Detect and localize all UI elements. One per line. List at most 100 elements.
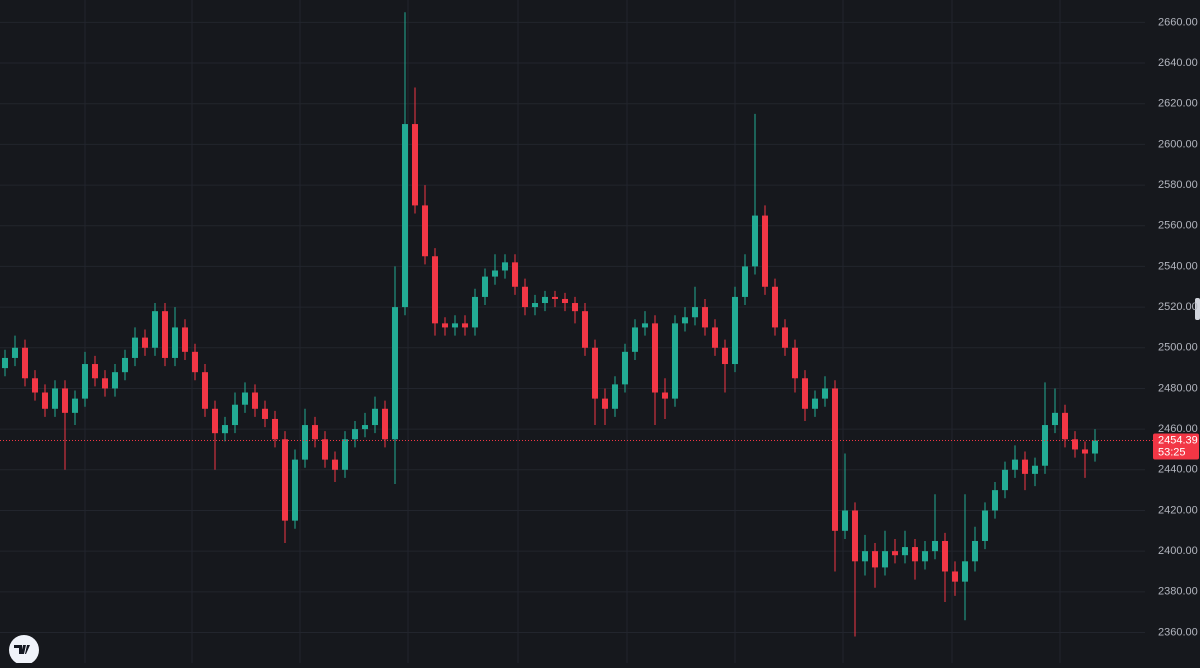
candle-body [732,296,738,365]
candle-body [882,551,888,568]
candle-body [422,205,428,257]
candle-body [42,392,48,409]
candle-body [432,256,438,324]
candle-body [552,296,558,299]
y-tick-label: 2420.00 [1158,504,1198,516]
candle-body [172,327,178,358]
candle-body [392,307,398,440]
candle-body [932,540,938,552]
candle-body [762,215,768,287]
time-grid [84,0,1061,663]
candle-body [822,388,828,399]
candle-body [532,303,538,308]
candle-body [382,408,388,440]
candle-body [512,262,518,287]
candle-body [702,307,708,328]
candle-body [572,303,578,312]
candle-body [1002,469,1008,491]
candle-body [1082,449,1088,454]
candle-body [972,540,978,562]
candle-body [462,323,468,328]
candle-body [812,398,818,409]
candle-body [602,398,608,409]
candle-body [452,323,458,328]
candle-body [72,398,78,413]
candle-body [862,551,868,562]
candle-body [222,425,228,434]
candle-body [302,425,308,460]
candle-body [1072,439,1078,450]
candle-body [982,510,988,541]
candle-body [792,347,798,379]
candle-body [682,317,688,324]
candle-body [142,337,148,348]
candle-body [402,124,408,308]
candle-body [782,327,788,348]
candle-body [692,307,698,318]
y-tick-label: 2620.00 [1158,98,1198,110]
candle-body [1032,465,1038,474]
y-tick-label: 2500.00 [1158,342,1198,354]
candle-body [122,357,128,373]
candle-body [102,378,108,389]
candle-body [622,351,628,385]
candle-body [192,351,198,373]
tv-logo[interactable] [9,635,39,665]
candle-body [842,510,848,531]
candle-body [742,266,748,297]
candle-body [522,286,528,308]
candle-body [2,357,8,369]
candle-body [582,311,588,348]
candle-body [632,327,638,352]
candle-body [32,378,38,393]
candle-body [542,296,548,304]
y-tick-label: 2460.00 [1158,423,1198,435]
candle-body [152,311,158,348]
y-tick-label: 2540.00 [1158,260,1198,272]
candle-body [672,323,678,399]
y-tick-label: 2360.00 [1158,626,1198,638]
candle-body [342,439,348,470]
candle-body [252,392,258,409]
candle-body [442,323,448,328]
candle-body [1012,459,1018,470]
candle-body [952,571,958,582]
y-tick-label: 2580.00 [1158,179,1198,191]
candle-body [272,418,278,440]
candle-body [962,561,968,582]
candle-body [992,490,998,511]
candle-body [202,372,208,409]
candle-body [832,388,838,531]
candle-body [182,327,188,352]
candle-body [212,408,218,434]
y-tick-label: 2480.00 [1158,382,1198,394]
candle-body [642,323,648,328]
scale-handle[interactable] [1195,298,1200,320]
candle-body [492,270,498,277]
candle-body [292,459,298,521]
candle-body [652,323,658,393]
y-tick-label: 2520.00 [1158,301,1198,313]
y-tick-label: 2660.00 [1158,16,1198,28]
candle-body [1022,459,1028,474]
candle-body [852,510,858,562]
candle-body [1092,440,1098,454]
candle-body [722,347,728,365]
candle-body [352,429,358,440]
candle-body [912,547,918,562]
candle-body [1042,425,1048,466]
candle-body [82,364,88,399]
y-tick-label: 2560.00 [1158,220,1198,232]
candle-body [92,364,98,379]
candle-body [562,298,568,304]
candle-body [482,276,488,297]
last-price-label: 2454.39 [1158,434,1198,446]
y-tick-label: 2600.00 [1158,138,1198,150]
countdown-label: 53:25 [1158,446,1186,458]
candle-body [282,439,288,521]
candle-body [752,215,758,267]
candle-body [922,551,928,562]
candle-body [362,425,368,430]
